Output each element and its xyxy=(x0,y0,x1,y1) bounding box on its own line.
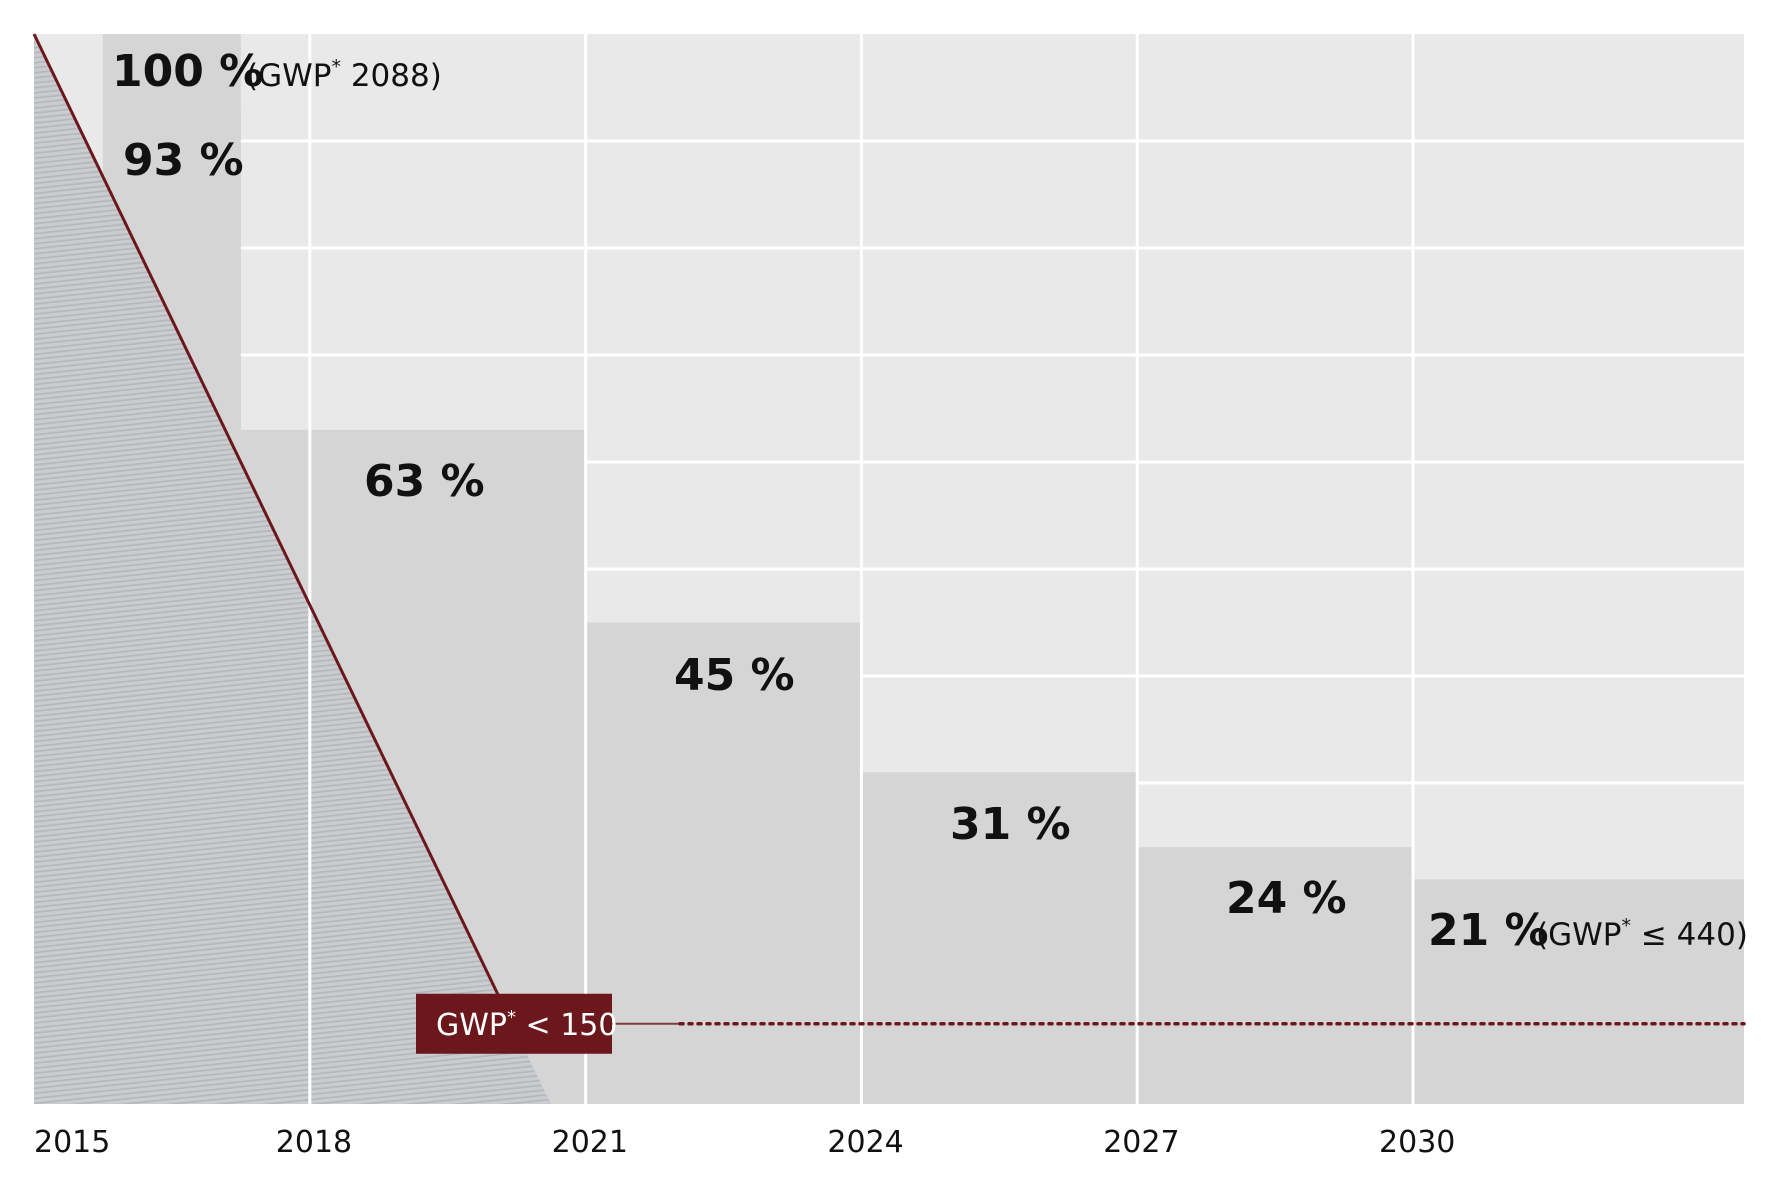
bar-4 xyxy=(861,772,1138,1104)
x-tick-label-2027: 2027 xyxy=(1103,1125,1179,1160)
bar-5 xyxy=(1137,847,1414,1104)
bar-value-label-6: 21 % xyxy=(1428,905,1549,956)
bar-note-prefix-0: (GWP xyxy=(246,58,331,94)
bar-value-label-0: 100 % xyxy=(112,46,263,97)
threshold-label-asterisk: * xyxy=(507,1007,516,1028)
threshold-label-prefix: GWP xyxy=(436,1008,507,1043)
bar-note-6: (GWP* ≤ 440) xyxy=(1536,915,1748,953)
x-tick-label-2021: 2021 xyxy=(552,1125,628,1160)
threshold-label-suffix: < 150 xyxy=(516,1008,617,1043)
threshold-label: GWP* < 150 xyxy=(436,1007,618,1043)
x-tick-label-2018: 2018 xyxy=(276,1125,352,1160)
bar-note-asterisk-0: * xyxy=(331,56,341,78)
bar-value-label-3: 45 % xyxy=(674,650,795,701)
bar-value-label-4: 31 % xyxy=(950,799,1071,850)
x-tick-label-2015: 2015 xyxy=(34,1125,110,1160)
x-tick-label-2024: 2024 xyxy=(827,1125,903,1160)
bar-note-0: (GWP* 2088) xyxy=(246,56,442,94)
bar-note-suffix-0: 2088) xyxy=(341,58,442,94)
decline-line xyxy=(32,33,514,1025)
bar-6 xyxy=(1413,879,1744,1104)
x-tick-label-2030: 2030 xyxy=(1379,1125,1455,1160)
bar-value-label-2: 63 % xyxy=(364,456,485,507)
bar-note-prefix-6: (GWP xyxy=(1536,917,1621,953)
threshold-tag xyxy=(416,993,612,1054)
bar-value-label-5: 24 % xyxy=(1226,873,1347,924)
bar-value-label-1: 93 % xyxy=(123,135,244,186)
bar-note-asterisk-6: * xyxy=(1621,915,1631,937)
bar-note-suffix-6: ≤ 440) xyxy=(1631,917,1748,953)
